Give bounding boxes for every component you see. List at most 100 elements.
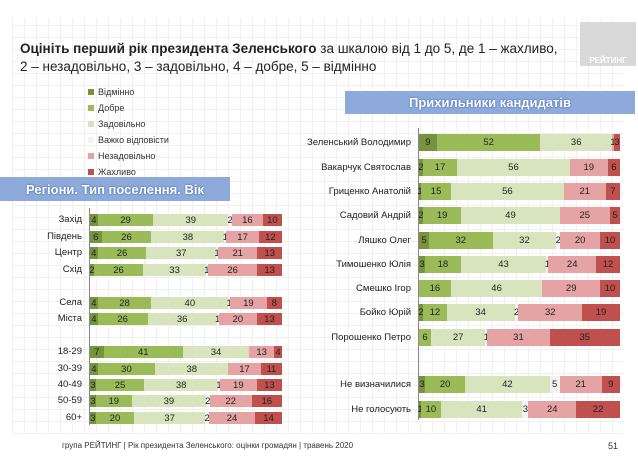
- bar-segment-відмінно: 2: [418, 207, 424, 224]
- bar-segment-добре: 29: [97, 214, 154, 226]
- bar-segment-незадовільно: 24: [528, 401, 577, 418]
- stacked-bar: 1 10 41 3 24 22: [417, 401, 620, 418]
- legend: Відмінно Добре Задовільно Важко відповісти Н…: [88, 84, 169, 180]
- bar-segment-незадовільно: 20: [218, 313, 257, 325]
- bar-segment-задовільно: 38: [151, 231, 225, 243]
- bar-segment-відмінно: 2: [418, 159, 424, 176]
- bar-segment-добре: 19: [95, 395, 132, 407]
- bar-segment-жахливо: 13: [257, 247, 282, 259]
- bar-segment-незадовільно: 24: [548, 256, 597, 273]
- bar-segment-незадовільно: 21: [217, 247, 258, 259]
- page-title: Оцініть перший рік президента Зеленськог…: [20, 40, 560, 76]
- category-label: 30-39: [57, 363, 82, 374]
- stacked-bar: 1 15 56 21 7: [417, 183, 620, 200]
- stacked-bar: 4 30 38 17 11: [90, 363, 282, 375]
- bar-segment-жахливо: 19: [582, 304, 620, 321]
- bar-segment-жахливо: 10: [600, 232, 620, 249]
- category-label: Тимошенко Юлія: [336, 258, 411, 270]
- bar-segment-задовільно: 27: [431, 329, 486, 346]
- category-label: Порошенко Петро: [331, 331, 411, 343]
- legend-label: Добре: [98, 103, 125, 113]
- bar-segment-незадовільно: 31: [487, 329, 550, 346]
- category-label: 18-29: [57, 346, 82, 357]
- bar-segment-добре: 32: [428, 232, 493, 249]
- category-label: 40-49: [57, 379, 82, 390]
- bar-segment-добре: 52: [436, 134, 541, 151]
- bar-segment-задовільно: 37: [146, 247, 217, 259]
- bar-segment-жахливо: 11: [260, 363, 282, 375]
- bar-segment-добре: 10: [420, 401, 441, 418]
- stacked-bar: 428401198: [90, 297, 282, 309]
- title-rest: за шкалою від 1 до 5, де 1 – жахливо, 2 …: [20, 41, 558, 74]
- bar-segment-незадовільно: 24: [209, 412, 256, 424]
- bar-segment-відмінно: 7: [90, 346, 104, 358]
- bar-segment-жахливо: 12: [258, 231, 282, 243]
- right-chart-title: Прихильники кандидатів: [345, 91, 635, 114]
- bar-segment-незадовільно: 25: [559, 207, 610, 224]
- stacked-bar: 7 41 34 13 4: [90, 346, 282, 358]
- stacked-bar: 3 19 39 2 22 16: [90, 395, 282, 407]
- bar-segment-задовільно: 32: [492, 232, 557, 249]
- bar-segment-незадовільно: 21: [563, 183, 606, 200]
- legend-item: Важко відповісти: [88, 132, 169, 148]
- bar-segment-добре: 28: [97, 297, 152, 309]
- legend-item: Незадовільно: [88, 148, 169, 164]
- stacked-bar: 4263712113: [90, 247, 282, 259]
- bar-segment-жахливо: 12: [596, 256, 620, 273]
- bar-segment-жахливо: 10: [600, 280, 620, 297]
- category-label: Ляшко Олег: [358, 234, 411, 246]
- bar-segment-добре: 19: [423, 207, 462, 224]
- bar-segment-важко-відповісти: 2: [227, 214, 233, 226]
- legend-item: Задовільно: [88, 116, 169, 132]
- stacked-bar: 3 20 37 2 24 14: [90, 412, 282, 424]
- stacked-bar: 3 18 43 1 24 12: [419, 256, 620, 273]
- bar-segment-важко-відповісти: 1: [545, 256, 550, 273]
- stacked-bar: 5 32 32 2 20 10: [419, 232, 620, 249]
- bar-segment-незадовільно: 19: [230, 297, 267, 309]
- bar-segment-задовільно: 34: [183, 346, 249, 358]
- bar-segment-відмінно: 3: [419, 376, 426, 393]
- bar-segment-задовільно: 33: [143, 264, 206, 276]
- stacked-bar: 9 52 36 1 3: [419, 134, 620, 151]
- bar-segment-добре: 26: [93, 264, 144, 276]
- bar-segment-важко-відповісти: 2: [514, 304, 519, 321]
- bar-segment-жахливо: 3: [614, 134, 620, 151]
- category-label: Садовий Андрій: [339, 209, 411, 221]
- bar-segment-важко-відповісти: 2: [204, 412, 210, 424]
- bar-segment-відмінно: 3: [90, 379, 96, 391]
- bar-segment-важко-відповісти: 1: [215, 313, 220, 325]
- bar-segment-незадовільно: 20: [560, 232, 601, 249]
- bar-segment-незадовільно: 17: [226, 231, 259, 243]
- category-label: Гриценко Анатолій: [328, 185, 411, 197]
- legend-item: Відмінно: [88, 84, 169, 100]
- bar-segment-відмінно: 3: [90, 395, 96, 407]
- bar-segment-задовільно: 42: [465, 376, 550, 393]
- bar-segment-відмінно: 5: [419, 232, 429, 249]
- bar-segment-відмінно: 4: [90, 247, 98, 259]
- bar-segment-незадовільно: 13: [249, 346, 275, 358]
- bar-segment-задовільно: 38: [155, 363, 229, 375]
- bar-segment-задовільно: 40: [151, 297, 229, 309]
- legend-item: Жахливо: [88, 164, 169, 180]
- bar-segment-відмінно: 1: [417, 183, 423, 200]
- rating-logo: РЕЙТИНГ: [580, 22, 636, 66]
- bar-segment-важко-відповісти: 5: [549, 376, 560, 393]
- bar-segment-задовільно: 39: [153, 214, 229, 226]
- bar-segment-відмінно: 9: [419, 134, 437, 151]
- bar-segment-задовільно: 34: [446, 304, 515, 321]
- bar-segment-добре: 20: [425, 376, 466, 393]
- bar-segment-жахливо: 5: [609, 207, 620, 224]
- stacked-bar: 2 17 56 19 6: [418, 159, 620, 176]
- stacked-bar: 3 20 42 5 21 9: [419, 376, 620, 393]
- stacked-bar: 4 29 39 2 16 10: [90, 214, 282, 226]
- bar-segment-незадовільно: 22: [209, 395, 252, 407]
- bar-segment-незадовільно: 17: [228, 363, 261, 375]
- bar-segment-жахливо: 10: [262, 214, 282, 226]
- bar-segment-відмінно: 4: [90, 297, 98, 309]
- category-label: 50-59: [57, 395, 82, 406]
- stacked-bar: 6263811712: [90, 231, 282, 243]
- bar-segment-відмінно: 2: [418, 304, 424, 321]
- bar-segment-добре: 17: [423, 159, 458, 176]
- legend-swatch: [88, 105, 94, 111]
- bar-segment-добре: 26: [97, 247, 147, 259]
